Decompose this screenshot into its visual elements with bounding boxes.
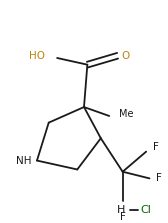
Text: O: O	[121, 51, 129, 61]
Text: Cl: Cl	[140, 205, 151, 215]
Text: F: F	[156, 173, 162, 183]
Text: H: H	[117, 205, 125, 215]
Text: F: F	[120, 212, 125, 222]
Text: F: F	[153, 142, 159, 152]
Text: HO: HO	[29, 51, 45, 61]
Text: NH: NH	[16, 156, 32, 165]
Text: Me: Me	[119, 109, 134, 119]
